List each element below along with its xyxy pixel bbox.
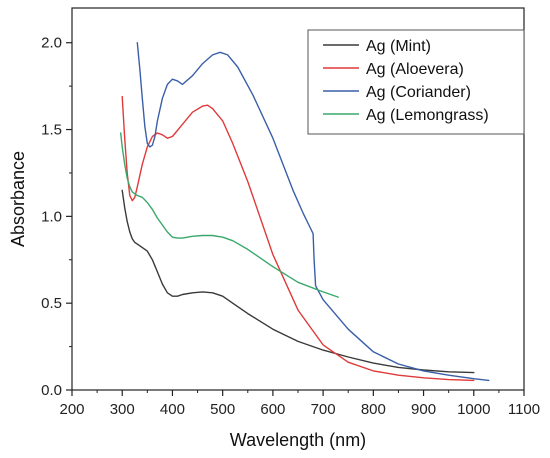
x-tick-label: 500 (210, 401, 235, 418)
legend: Ag (Mint) Ag (Aloevera) Ag (Coriander) Ag (… (307, 29, 525, 135)
axis-ticks: 200 300 400 500 600 700 800 900 1000 1100 0.0 0.5 1.… (41, 35, 540, 418)
x-tick-label: 1100 (508, 401, 540, 418)
series-line-4 (119, 132, 339, 298)
y-axis-title: Absorbance (8, 151, 28, 247)
x-tick-label: 400 (160, 401, 185, 418)
y-tick-label: 1.5 (41, 122, 62, 139)
legend-label: Ag (Mint) (366, 38, 431, 55)
x-tick-label: 900 (411, 401, 436, 418)
x-tick-label: 600 (260, 401, 285, 418)
series-line-2 (121, 95, 475, 382)
x-tick-label: 300 (110, 401, 135, 418)
legend-label: Ag (Coriander) (366, 84, 471, 101)
y-tick-label: 0.5 (41, 295, 62, 312)
x-axis-title: Wavelength (nm) (230, 430, 366, 450)
legend-label: Ag (Lemongrass) (366, 107, 489, 124)
y-tick-label: 0.0 (41, 382, 62, 399)
series-line-3 (136, 42, 490, 382)
series-line-1 (121, 189, 475, 374)
x-tick-label: 700 (311, 401, 336, 418)
legend-box (307, 29, 525, 135)
x-tick-label: 800 (361, 401, 386, 418)
x-tick-label: 1000 (457, 401, 490, 418)
x-tick-label: 200 (59, 401, 84, 418)
y-tick-label: 2.0 (41, 35, 62, 52)
y-tick-label: 1.0 (41, 208, 62, 225)
legend-label: Ag (Aloevera) (366, 61, 464, 78)
data-series (119, 42, 490, 382)
